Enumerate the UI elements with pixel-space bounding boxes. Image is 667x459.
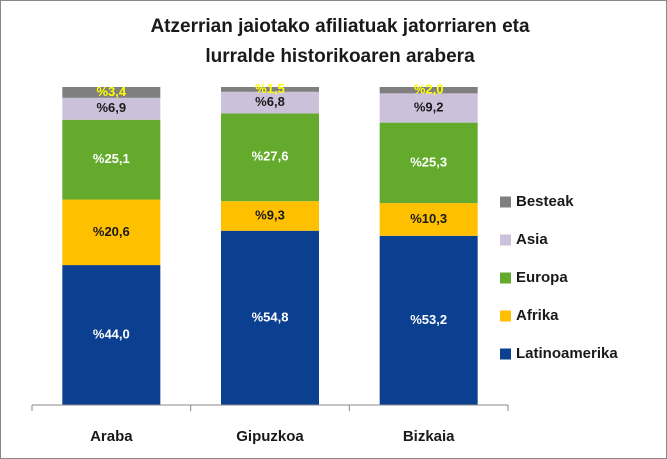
value-label: %54,8 (252, 309, 289, 324)
value-label: %3,4 (97, 84, 127, 99)
legend-label: Europa (516, 269, 568, 286)
bar-segment (62, 97, 161, 120)
value-label: %10,3 (410, 211, 447, 226)
bar-segment (62, 265, 161, 405)
value-label: %53,2 (410, 312, 447, 327)
bar-segment (221, 230, 319, 405)
bar-segment (379, 87, 478, 94)
value-label: %2,0 (414, 82, 444, 97)
value-label: %6,8 (255, 94, 285, 109)
legend-swatch (500, 196, 511, 208)
chart-title: Atzerrian jaiotako afiliatuak jatorriare… (150, 16, 530, 37)
legend-swatch (500, 310, 511, 322)
legend-swatch (500, 272, 511, 284)
bar-segment (379, 235, 478, 405)
bar-segment (221, 91, 319, 114)
x-tick-label: Gipuzkoa (236, 428, 304, 445)
legend-swatch (500, 348, 511, 360)
legend-label: Latinoamerika (516, 345, 618, 362)
value-label: %6,9 (97, 100, 127, 115)
value-label: %9,2 (414, 99, 444, 114)
legend-label: Afrika (516, 307, 559, 324)
bar-segment (379, 93, 478, 123)
bar-segment (221, 87, 319, 92)
value-label: %20,6 (93, 224, 130, 239)
value-label: %9,3 (255, 207, 285, 222)
legend-swatch (500, 234, 511, 246)
bar-segment (62, 119, 161, 200)
value-label: %27,6 (252, 149, 289, 164)
chart-title: lurralde historikoaren arabera (205, 46, 475, 67)
bar-segment (221, 201, 319, 231)
bar-segment (62, 87, 161, 98)
legend-label: Asia (516, 231, 548, 248)
legend-label: Besteak (516, 193, 574, 210)
x-tick-label: Araba (90, 428, 133, 445)
bar-segment (379, 203, 478, 236)
value-label: %25,1 (93, 151, 130, 166)
value-label: %1,5 (255, 81, 285, 96)
bar-segment (62, 199, 161, 266)
value-label: %25,3 (410, 154, 447, 169)
bar-segment (221, 113, 319, 202)
bar-segment (379, 122, 478, 204)
x-tick-label: Bizkaia (403, 428, 455, 445)
value-label: %44,0 (93, 326, 130, 341)
